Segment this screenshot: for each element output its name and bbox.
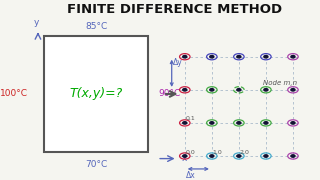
Text: x: x (182, 154, 187, 163)
Text: y: y (34, 18, 39, 27)
Text: 0,0: 0,0 (186, 149, 196, 154)
Circle shape (264, 89, 268, 91)
Text: Δy: Δy (173, 58, 183, 68)
Text: 90°C: 90°C (159, 89, 181, 98)
Circle shape (264, 55, 268, 58)
Circle shape (210, 122, 214, 124)
Circle shape (264, 122, 268, 124)
Circle shape (291, 55, 295, 58)
Circle shape (210, 155, 214, 157)
Text: T(x,y)=?: T(x,y)=? (69, 87, 123, 100)
Circle shape (291, 89, 295, 91)
Text: 100°C: 100°C (0, 89, 28, 98)
Circle shape (237, 122, 241, 124)
Circle shape (264, 155, 268, 157)
Circle shape (291, 122, 295, 124)
Circle shape (237, 89, 241, 91)
Text: Node m,n: Node m,n (263, 80, 297, 86)
Text: 0,1: 0,1 (186, 116, 196, 121)
Bar (44, 36, 148, 152)
Circle shape (291, 155, 295, 157)
Circle shape (237, 155, 241, 157)
Circle shape (210, 89, 214, 91)
Text: 2,0: 2,0 (239, 149, 249, 154)
Circle shape (183, 155, 187, 157)
Text: 1,0: 1,0 (212, 149, 222, 154)
Circle shape (183, 122, 187, 124)
Circle shape (237, 55, 241, 58)
Circle shape (183, 89, 187, 91)
Text: Δx: Δx (186, 171, 196, 180)
Circle shape (210, 55, 214, 58)
Text: 85°C: 85°C (85, 22, 107, 31)
Text: 70°C: 70°C (85, 160, 107, 169)
Text: FINITE DIFFERENCE METHOD: FINITE DIFFERENCE METHOD (67, 3, 282, 16)
Circle shape (183, 55, 187, 58)
